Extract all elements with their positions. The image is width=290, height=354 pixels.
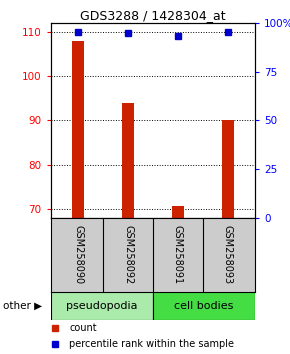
Bar: [222, 120, 234, 218]
Text: other ▶: other ▶: [3, 301, 42, 311]
Text: GSM258092: GSM258092: [123, 225, 133, 285]
Bar: [51, 292, 153, 320]
Bar: [172, 206, 184, 218]
Bar: [72, 41, 84, 218]
Text: GSM258090: GSM258090: [73, 225, 83, 285]
Text: pseudopodia: pseudopodia: [66, 301, 138, 311]
Text: percentile rank within the sample: percentile rank within the sample: [69, 339, 234, 349]
Text: count: count: [69, 323, 97, 333]
Text: cell bodies: cell bodies: [174, 301, 234, 311]
Title: GDS3288 / 1428304_at: GDS3288 / 1428304_at: [80, 9, 226, 22]
Text: GSM258093: GSM258093: [223, 225, 233, 285]
Bar: [122, 103, 134, 218]
Bar: [153, 292, 255, 320]
Text: GSM258091: GSM258091: [173, 225, 183, 285]
